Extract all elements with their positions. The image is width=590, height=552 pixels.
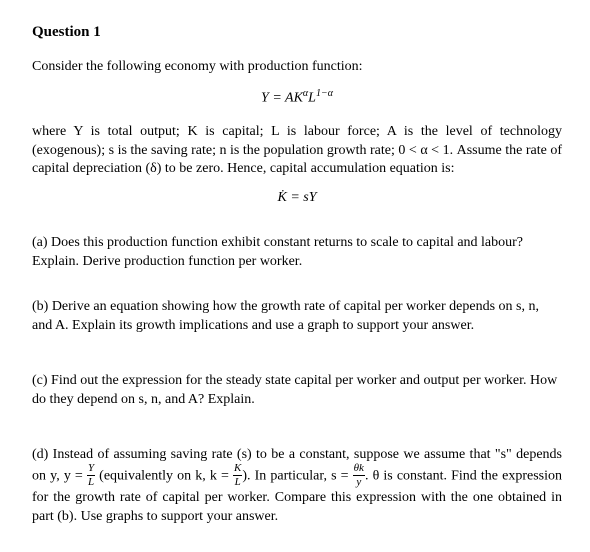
part-c-text: (c) Find out the expression for the stea… — [32, 372, 562, 410]
fraction-k-over-l: KL — [233, 463, 242, 488]
capital-accumulation-equation: K̇ = sY — [32, 189, 562, 208]
part-d-mid1: (equivalently on k, k = — [95, 469, 233, 484]
question-heading: Question 1 — [32, 22, 562, 42]
intro-text: Consider the following economy with prod… — [32, 58, 562, 77]
production-function-equation: Y = AKαL1−α — [32, 87, 562, 109]
fraction-y-over-l: YL — [87, 463, 95, 488]
part-b-text: (b) Derive an equation showing how the g… — [32, 298, 562, 336]
fraction-theta-k-over-y: θky — [353, 463, 365, 488]
part-a-text: (a) Does this production function exhibi… — [32, 234, 562, 272]
description-text: where Y is total output; K is capital; L… — [32, 123, 562, 180]
part-d-text: (d) Instead of assuming saving rate (s) … — [32, 446, 562, 528]
part-d-mid2: ). In particular, s = — [242, 469, 352, 484]
